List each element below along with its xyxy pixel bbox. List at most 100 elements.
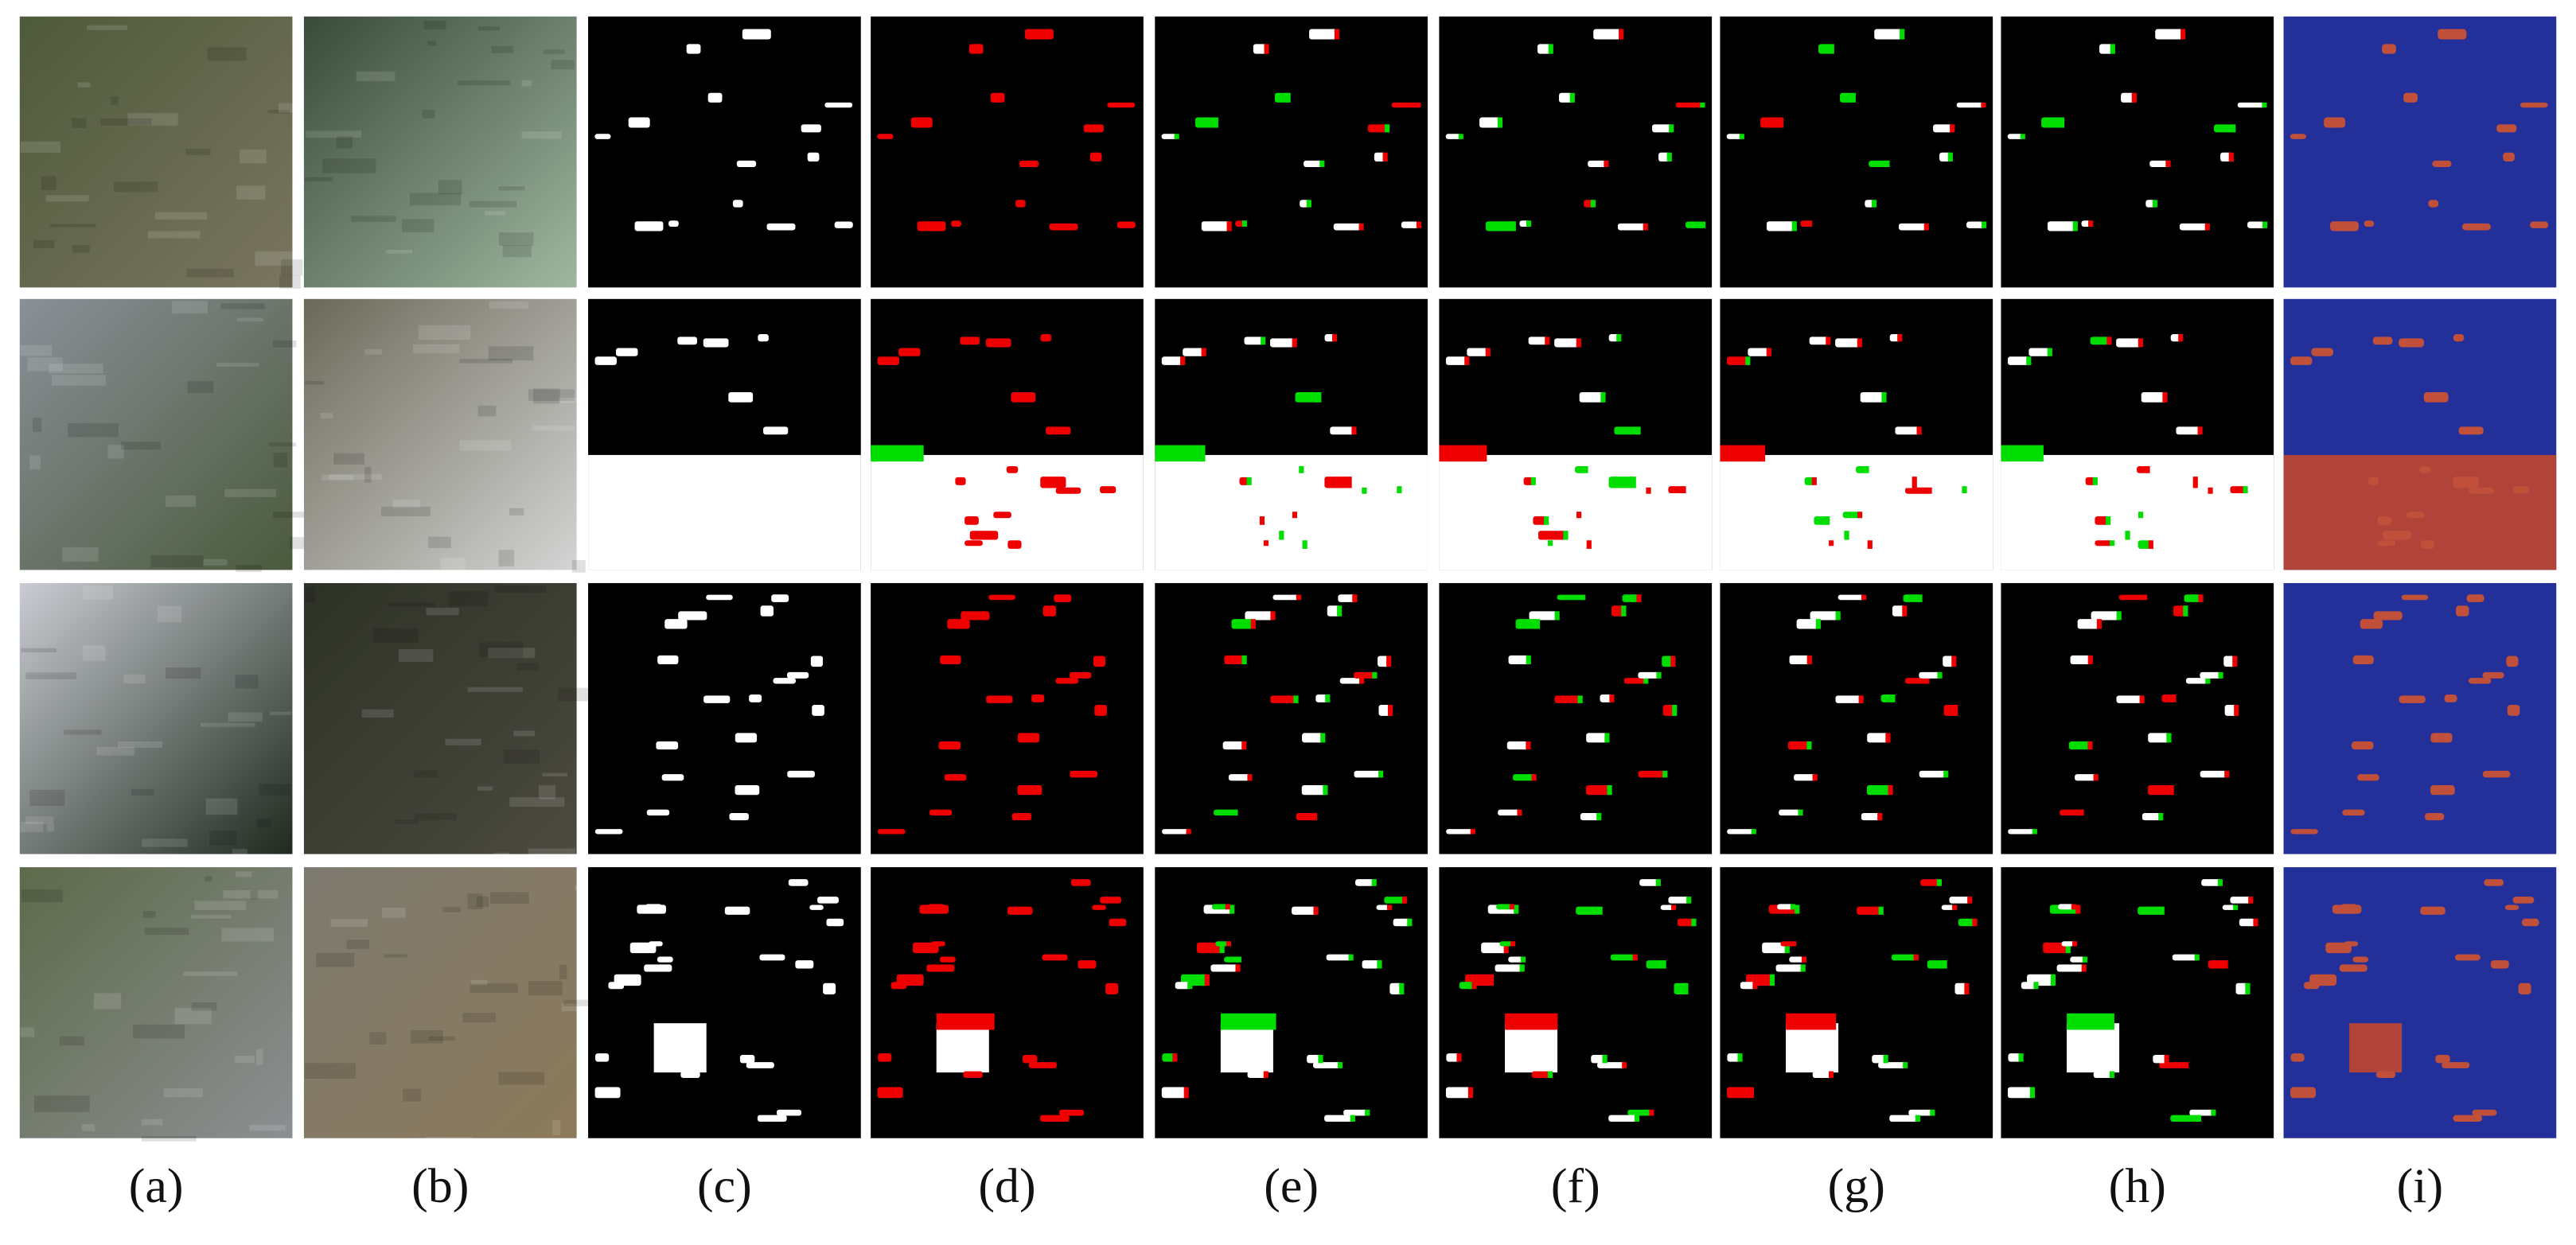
texture — [458, 80, 510, 86]
texture — [306, 130, 362, 138]
mask-blob — [927, 904, 945, 910]
mask-blob — [1467, 348, 1489, 356]
mask-blob — [594, 134, 611, 139]
mask-blob — [1007, 540, 1022, 549]
error-edge — [1554, 611, 1560, 621]
texture — [330, 919, 368, 928]
mask-blob — [742, 29, 771, 40]
texture — [100, 118, 152, 126]
mask-blob — [776, 1109, 802, 1116]
mask-blob — [940, 655, 961, 665]
mask-blob — [2141, 812, 2162, 821]
mask-blob — [735, 733, 758, 743]
overlay-spot — [2482, 671, 2504, 679]
mask-blob — [877, 1087, 903, 1099]
mask-blob — [1779, 809, 1802, 816]
overlay-spot — [2506, 656, 2519, 667]
texture — [385, 250, 413, 254]
texture — [255, 251, 293, 267]
mask-blob — [1214, 809, 1237, 816]
texture — [322, 474, 354, 480]
panel — [2001, 582, 2274, 854]
texture — [166, 667, 201, 679]
panel — [19, 298, 340, 573]
overlay-spot — [2453, 477, 2479, 488]
mask-blob — [1904, 678, 1928, 684]
overlay-spot — [2458, 426, 2484, 435]
mask-blob — [1903, 594, 1921, 602]
error-edge — [2032, 829, 2037, 835]
error-edge — [1900, 29, 1905, 40]
texture — [361, 709, 394, 718]
texture — [369, 1032, 387, 1045]
mask-blob — [2153, 1054, 2168, 1064]
mask-blob — [944, 774, 967, 781]
error-edge — [1915, 1115, 1921, 1122]
mask-blob — [1819, 531, 1848, 540]
mask-blob — [2008, 1053, 2022, 1062]
mask-blob — [1588, 160, 1608, 167]
texture — [521, 80, 532, 87]
error-edge — [2096, 619, 2102, 629]
mask — [588, 867, 861, 1138]
mask-blob — [1508, 956, 1525, 963]
mask-blob — [1675, 102, 1704, 108]
mask-blob — [594, 829, 623, 835]
overlay-spot — [2324, 117, 2346, 128]
mask-blob — [1324, 1115, 1354, 1122]
error-edge — [1372, 671, 1378, 679]
column-label: (f) — [1551, 1159, 1600, 1213]
error-edge — [2233, 905, 2239, 910]
mask-blob — [1445, 1087, 1471, 1099]
error-edge — [1683, 982, 1689, 994]
error-edge — [1311, 812, 1318, 821]
error-edge — [2223, 960, 2228, 969]
photo — [303, 298, 577, 570]
overlay-spot — [2430, 784, 2455, 796]
column-label: (g) — [1828, 1159, 1885, 1213]
error-edge — [1829, 540, 1834, 547]
mask-blob — [1610, 954, 1636, 961]
texture — [236, 185, 266, 200]
mask-blob — [706, 594, 733, 601]
texture — [81, 1124, 95, 1131]
overlay-spot — [2420, 540, 2434, 549]
mask-region — [2067, 1023, 2120, 1073]
overlay-spot — [2311, 348, 2333, 356]
error-edge — [1635, 426, 1641, 435]
mask-blob — [645, 904, 662, 910]
error-edge — [1631, 477, 1636, 488]
mask-blob — [1949, 486, 1966, 494]
error-edge — [1825, 516, 1830, 525]
mask-blob — [594, 356, 617, 365]
error-edge — [1407, 918, 1413, 927]
error-edge — [2169, 784, 2174, 796]
texture — [185, 148, 211, 155]
error-edge — [1643, 223, 1648, 231]
error-edge — [2018, 1053, 2024, 1062]
error-edge — [1563, 531, 1569, 540]
error-edge — [1365, 1109, 1370, 1116]
error-edge — [1201, 348, 1206, 356]
mask-blob — [1660, 905, 1675, 910]
mask-blob — [729, 812, 749, 821]
texture — [477, 896, 489, 908]
error-edge — [1604, 160, 1609, 167]
mask-blob — [1309, 29, 1339, 40]
error-edge — [1187, 982, 1193, 990]
mask-blob — [1302, 733, 1324, 743]
error-edge — [1514, 905, 1519, 914]
error-edge — [2192, 477, 2198, 488]
panel — [1439, 867, 1713, 1138]
texture — [111, 95, 119, 106]
error-edge — [1917, 594, 1923, 602]
mask-blob — [1554, 695, 1581, 703]
mask-blob — [2099, 44, 2114, 54]
texture — [223, 889, 279, 899]
mask-blob — [1194, 117, 1217, 128]
error-edge — [1597, 906, 1603, 915]
error-edge — [1972, 918, 1978, 927]
panel — [1720, 16, 1993, 288]
texture — [551, 60, 575, 70]
mask — [1720, 16, 1993, 288]
